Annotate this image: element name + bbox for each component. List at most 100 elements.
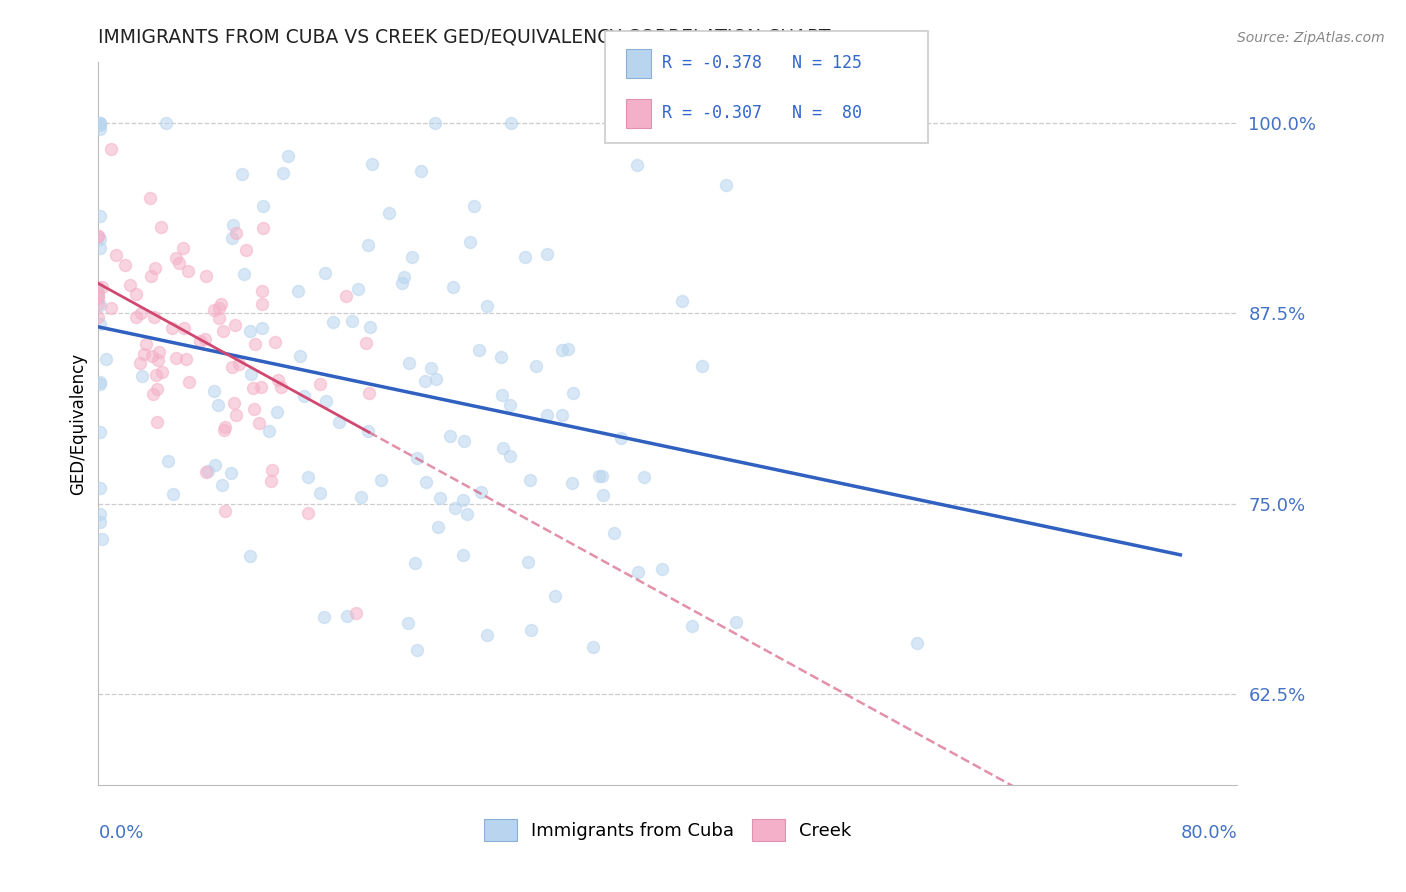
Point (87, 229, 110, 244)
Point (420, 361, 443, 376)
Point (165, 251, 187, 265)
Point (361, 157, 384, 171)
Point (429, 491, 451, 506)
Text: Source: ZipAtlas.com: Source: ZipAtlas.com (1237, 31, 1385, 45)
Point (250, 380, 273, 394)
Point (423, 116, 446, 130)
Point (724, 615, 747, 629)
Point (277, 149, 299, 163)
Point (207, 399, 229, 413)
Point (536, 246, 558, 260)
Point (401, 250, 423, 264)
Point (271, 166, 294, 180)
Point (475, 299, 498, 313)
Point (87, 285, 110, 300)
Point (125, 286, 148, 301)
Point (135, 336, 157, 351)
Point (588, 468, 610, 483)
Point (297, 507, 319, 521)
Point (194, 268, 217, 283)
Point (297, 470, 319, 484)
Point (314, 266, 336, 280)
Point (245, 336, 267, 351)
Point (252, 199, 274, 213)
Point (557, 342, 579, 356)
Point (209, 296, 232, 310)
Point (252, 284, 274, 298)
Point (562, 386, 585, 401)
Point (141, 268, 163, 283)
Point (167, 256, 190, 270)
Point (322, 315, 344, 329)
Point (150, 219, 173, 234)
Point (405, 643, 427, 657)
Point (100, 301, 122, 315)
Point (444, 501, 467, 516)
Point (270, 380, 292, 394)
Point (89, 515, 111, 529)
Point (89, 425, 111, 439)
Point (398, 356, 420, 370)
Point (89, 507, 111, 521)
Point (87, 310, 110, 324)
Point (160, 321, 183, 335)
Text: 80.0%: 80.0% (1181, 824, 1237, 842)
Point (499, 449, 522, 463)
Point (561, 476, 583, 491)
Point (194, 333, 217, 347)
Point (536, 409, 558, 423)
Point (165, 351, 187, 365)
Point (132, 347, 155, 361)
Point (252, 297, 274, 311)
Point (242, 381, 264, 395)
Point (89, 241, 111, 255)
Point (214, 504, 236, 518)
Point (392, 269, 415, 284)
Point (87, 289, 110, 303)
Point (208, 310, 231, 325)
Point (516, 555, 538, 569)
Point (681, 619, 703, 633)
Point (221, 360, 243, 375)
Point (470, 484, 492, 499)
Point (225, 226, 247, 240)
Point (354, 335, 377, 350)
Text: 0.0%: 0.0% (98, 824, 143, 842)
Point (336, 609, 359, 624)
Point (340, 314, 363, 328)
Point (602, 525, 624, 540)
Point (328, 415, 350, 429)
Point (177, 375, 200, 389)
Point (250, 321, 273, 335)
Point (357, 386, 380, 401)
Point (260, 463, 283, 477)
Point (228, 357, 250, 371)
Point (87, 279, 110, 293)
Point (162, 487, 184, 501)
Point (396, 615, 419, 630)
Point (235, 243, 257, 257)
Point (212, 423, 235, 437)
Point (89, 209, 111, 223)
Point (247, 416, 270, 430)
Point (582, 640, 605, 655)
Point (357, 425, 380, 439)
Point (173, 321, 195, 335)
Point (208, 301, 231, 315)
Point (202, 303, 225, 318)
Point (139, 191, 162, 205)
Point (453, 492, 475, 507)
Point (148, 345, 170, 359)
Point (89, 232, 111, 246)
Point (287, 284, 309, 298)
Point (100, 143, 122, 157)
Point (266, 373, 288, 387)
Point (233, 267, 256, 281)
Legend: Immigrants from Cuba, Creek: Immigrants from Cuba, Creek (477, 812, 859, 848)
Point (453, 434, 475, 449)
Point (174, 352, 197, 367)
Point (87, 228, 110, 243)
Point (357, 237, 380, 252)
Point (257, 425, 280, 439)
Point (212, 325, 235, 339)
